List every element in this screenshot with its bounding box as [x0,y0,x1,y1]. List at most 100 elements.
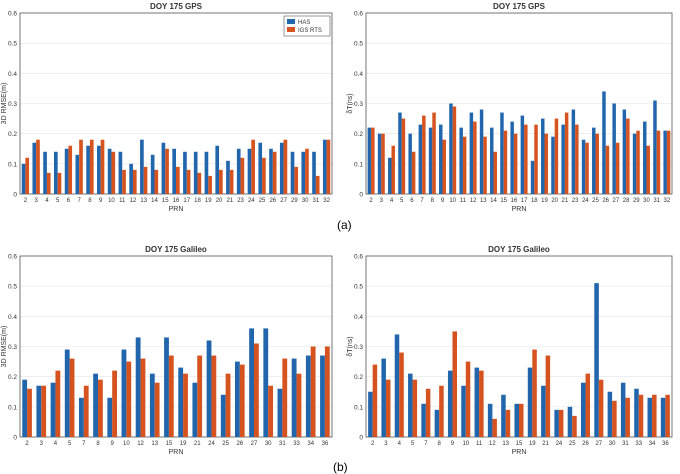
x-tick-label: 4 [45,198,49,204]
legend-label-has: HAS [298,20,310,26]
legend: HAS IGS RTS [283,15,331,37]
bar-igs-rts [532,349,537,437]
bar-igs-rts [452,331,457,437]
bar-igs-rts [176,166,180,194]
bar-igs-rts [385,379,391,437]
bar-igs-rts [251,139,255,194]
bar-has [428,127,433,194]
bar-has [178,367,184,437]
bar-has [79,397,84,437]
bar-has [64,349,70,437]
chart-2: 00.10.20.30.40.50.62 3 4 5 6 7 8 9 10 11 12 13 14 15 1… [347,2,673,213]
bar-igs-rts [544,133,548,194]
x-tick-label: 17 [183,198,190,204]
x-tick-label: 26 [269,198,276,204]
x-tick-label: 5 [411,441,415,447]
bar-igs-rts [132,169,137,194]
x-tick-label: 25 [592,198,599,204]
x-tick-label: 33 [635,441,642,447]
x-tick-label: 8 [88,198,92,204]
bar-igs-rts [381,133,385,194]
bar-igs-rts [186,169,191,194]
y-tick-label: 0.5 [8,284,17,291]
x-tick-label: 15 [162,198,169,204]
y-tick-label: 0.2 [354,374,363,381]
bar-igs-rts [598,379,604,437]
bar-igs-rts [372,364,378,437]
x-tick-label: 27 [280,198,287,204]
x-tick-label: 17 [521,198,528,204]
chart-title: DOY 175 GPS [493,2,546,11]
bar-igs-rts [112,370,117,437]
bar-igs-rts [79,139,83,194]
bar-has [612,103,616,194]
bar-has [634,388,639,437]
x-tick-label: 36 [322,441,329,447]
bar-has [193,151,198,194]
x-tick-label: 25 [569,441,576,447]
bar-igs-rts [211,355,217,437]
x-tick-label: 32 [664,198,671,204]
bar-has [501,394,506,437]
bar-has [64,148,69,194]
bar-igs-rts [666,130,671,194]
bar-igs-rts [36,139,40,194]
x-tick-label: 12 [470,198,477,204]
x-tick-label: 31 [279,441,286,447]
bar-igs-rts [83,385,89,437]
legend-box [283,15,331,37]
bar-igs-rts [282,358,288,437]
x-axis-label: PRN [512,206,527,213]
x-tick-label: 6 [410,198,414,204]
x-tick-label: 9 [99,198,103,204]
x-tick-label: 33 [293,441,300,447]
bar-has [43,151,47,194]
bar-has [204,151,209,194]
bar-igs-rts [262,157,266,194]
x-axis-label: PRN [169,206,184,213]
x-tick-label: 10 [449,198,456,204]
bar-has [377,133,382,194]
bar-igs-rts [225,373,231,437]
bar-igs-rts [439,385,444,437]
bar-has [461,385,466,437]
x-axis-label: PRN [169,449,184,456]
x-tick-label: 21 [562,198,569,204]
y-tick-label: 0.4 [354,71,363,78]
x-axis-label: PRN [512,449,527,456]
bar-igs-rts [310,346,316,437]
bar-igs-rts [575,124,579,194]
bar-igs-rts [479,370,484,437]
bar-igs-rts [229,169,234,194]
bar-has [135,337,141,437]
bar-igs-rts [411,151,416,194]
bar-igs-rts [401,118,406,194]
y-tick-label: 0 [13,192,17,199]
bar-igs-rts [554,118,559,194]
x-tick-label: 24 [556,441,563,447]
x-tick-label: 6 [67,198,71,204]
bar-igs-rts [183,373,188,437]
bar-has [418,124,423,194]
x-tick-label: 31 [622,441,629,447]
x-tick-label: 10 [108,198,115,204]
bar-has [647,397,653,437]
x-tick-label: 24 [208,441,215,447]
bar-igs-rts [240,157,245,194]
bar-igs-rts [100,139,105,194]
bar-igs-rts [558,409,564,437]
bar-igs-rts [626,118,630,194]
x-tick-label: 12 [130,198,137,204]
y-tick-label: 0.1 [354,404,363,411]
bar-igs-rts [473,121,477,194]
bar-igs-rts [432,112,436,194]
bar-has [150,154,155,194]
x-tick-label: 14 [490,198,497,204]
y-tick-label: 0.3 [8,101,17,108]
bar-has [290,151,295,194]
bar-has [97,145,101,194]
bar-igs-rts [483,136,487,194]
x-tick-label: 27 [251,441,258,447]
bar-has [21,163,26,194]
x-tick-label: 25 [222,441,229,447]
